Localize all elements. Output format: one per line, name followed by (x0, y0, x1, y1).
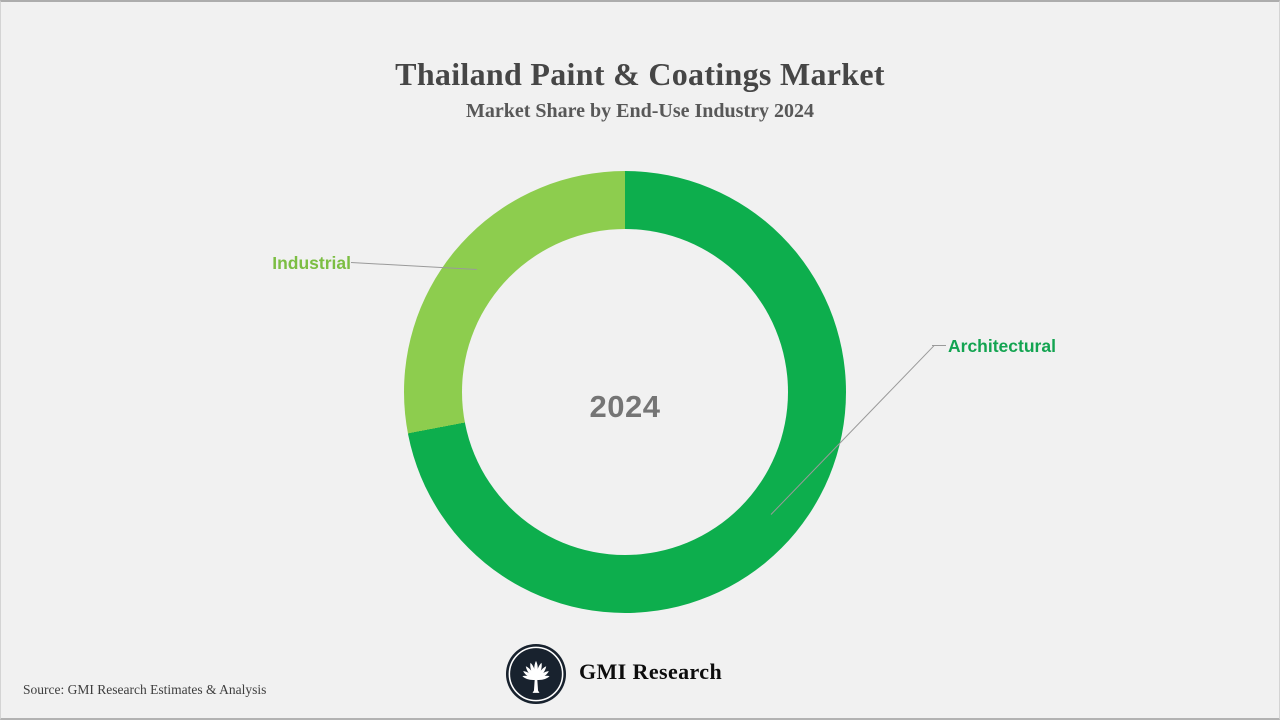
page-subtitle: Market Share by End-Use Industry 2024 (466, 100, 814, 122)
slice-label-industrial: Industrial (272, 253, 351, 273)
donut-hole (462, 229, 788, 555)
donut-center-year: 2024 (589, 389, 661, 424)
page-title: Thailand Paint & Coatings Market (395, 56, 885, 92)
slice-label-architectural: Architectural (948, 336, 1056, 356)
source-note: Source: GMI Research Estimates & Analysi… (23, 682, 267, 697)
brand-name: GMI Research (579, 659, 723, 684)
donut-ring: 2024 (404, 171, 846, 613)
palm-fan-icon (505, 643, 567, 705)
architectural-leader-tick (932, 345, 946, 346)
